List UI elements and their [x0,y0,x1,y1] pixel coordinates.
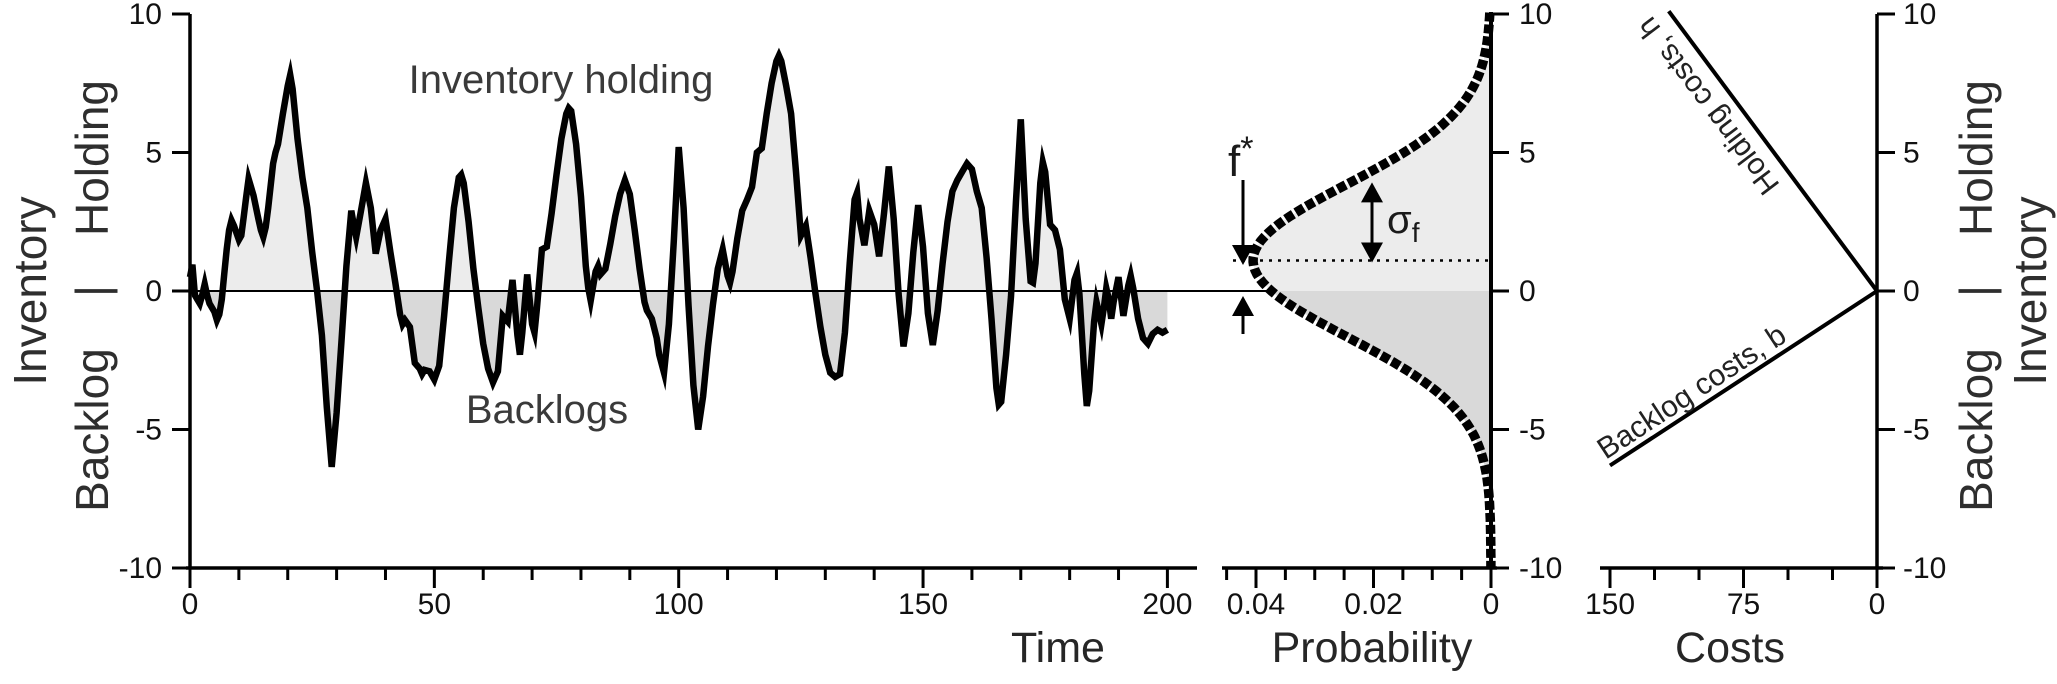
x-tick-label: 50 [418,588,451,621]
y-tick-label: 0 [1903,275,1920,308]
zero-arrowhead-up [1232,296,1254,316]
x-tick-label: 150 [1585,588,1635,621]
costs-axis-title: Costs [1675,624,1785,672]
f-label-char: f [1228,137,1241,186]
f-label-superscript: * [1240,130,1253,168]
x-tick-label: 100 [654,588,704,621]
y-tick-label: 5 [145,137,162,170]
left-axis-outer-label: Inventory [4,196,56,385]
x-tick-label: 150 [898,588,948,621]
sigma-arrowhead-down [1361,242,1383,263]
f-star-arrowhead-down [1232,245,1254,265]
inventory-holding-annotation: Inventory holding [409,58,714,102]
y-tick-label: 0 [1519,275,1536,308]
y-tick-label: 5 [1903,137,1920,170]
y-tick-label: 0 [145,275,162,308]
right-axis-lower-label: Backlog [1950,348,2002,512]
y-tick-label: -5 [1903,414,1930,447]
y-tick-label: 10 [1903,0,1936,31]
probability-axis-title: Probability [1272,624,1473,672]
x-tick-label: 0.02 [1344,588,1402,621]
backlog-area [190,291,1168,467]
y-tick-label: -5 [135,414,162,447]
y-tick-label: -10 [1903,552,1946,585]
inventory-series-line [186,47,1170,468]
y-tick-label: -10 [119,552,162,585]
x-tick-label: 75 [1727,588,1760,621]
sigma-char: σ [1387,198,1412,242]
right-axis-divider: | [1950,285,2002,297]
backlogs-annotation: Backlogs [466,388,628,432]
y-tick-label: 10 [129,0,162,31]
backlog-costs-line-label: Backlog costs, b [1591,318,1792,466]
y-tick-label: -10 [1519,552,1562,585]
x-tick-label: 0 [1869,588,1886,621]
y-tick-label: -5 [1519,414,1546,447]
sigma-arrowhead-up [1361,182,1383,203]
sigma-subscript: f [1412,217,1420,248]
chart-text-layer: Inventory Holding | Backlog Inventory ho… [4,11,2056,672]
y-tick-label: 5 [1519,137,1536,170]
distribution-area-below-zero [1271,291,1491,570]
y-tick-label: 10 [1519,0,1552,31]
time-axis-title: Time [1011,624,1105,672]
sigma-f-label: σf [1387,198,1420,248]
x-tick-label: 0 [182,588,199,621]
holding-cost-line [1667,10,1879,293]
x-tick-label: 0 [1483,588,1500,621]
x-tick-label: 200 [1142,588,1192,621]
right-axis-outer-label: Inventory [2004,196,2056,385]
distribution-area-above-zero [1253,12,1491,291]
f-star-label: f* [1228,130,1253,186]
left-axis-lower-label: Backlog [66,348,118,512]
backlog-cost-line [1608,289,1879,468]
left-axis-divider: | [66,285,118,297]
left-axis-upper-label: Holding [66,80,118,236]
holding-costs-line-label: Holding costs, h [1631,11,1786,201]
gaussian-curve [1248,12,1496,570]
x-tick-label: 0.04 [1227,588,1285,621]
right-axis-upper-label: Holding [1950,80,2002,236]
